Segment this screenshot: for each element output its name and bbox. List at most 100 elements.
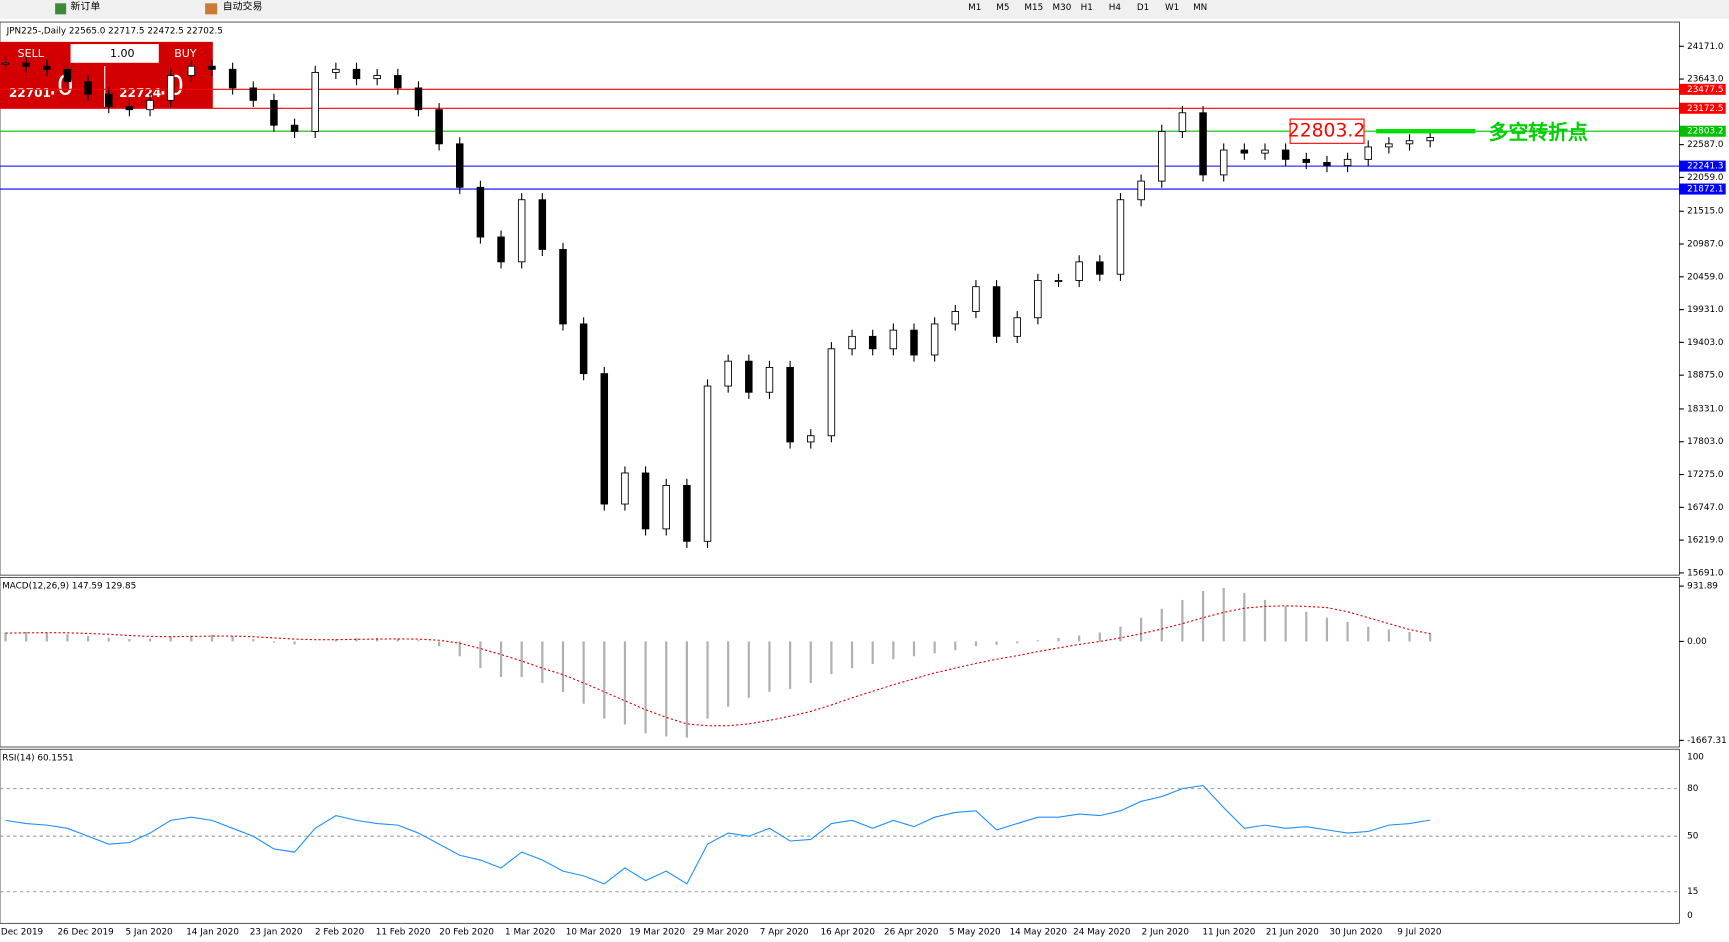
- candle: [270, 99, 278, 126]
- x-tick-label: 20 Feb 2020: [439, 928, 494, 938]
- x-tick-label: 10 Mar 2020: [566, 928, 622, 938]
- icon: [55, 3, 67, 15]
- candle: [1426, 137, 1434, 142]
- rsi-pane: [0, 748, 1680, 924]
- candle: [1158, 130, 1166, 182]
- candle: [22, 62, 30, 67]
- candle: [745, 360, 753, 393]
- candle: [166, 75, 175, 101]
- y-tick-label: 20987.0: [1687, 240, 1724, 250]
- x-tick-label: 21 Jun 2020: [1266, 928, 1319, 938]
- candle: [579, 323, 588, 375]
- candle: [1261, 149, 1269, 154]
- candle: [683, 484, 691, 542]
- level-tag: [1679, 83, 1726, 95]
- candle: [497, 236, 505, 263]
- rsi-tick-label: 100: [1687, 752, 1704, 762]
- lot-box[interactable]: [70, 44, 159, 63]
- candle: [1343, 158, 1352, 167]
- level-label: 21872.1: [1687, 185, 1723, 195]
- candle: [43, 65, 51, 70]
- y-tick-label: 20459.0: [1687, 272, 1724, 282]
- buy-button[interactable]: BUY: [174, 47, 197, 60]
- y-tick-label: 18331.0: [1687, 404, 1724, 414]
- timeframe[interactable]: W1: [1165, 3, 1179, 13]
- candle: [1054, 280, 1063, 283]
- x-tick-label: 2 Jun 2020: [1142, 928, 1190, 938]
- timeframe[interactable]: H4: [1109, 3, 1122, 13]
- candle: [786, 366, 794, 443]
- x-tick-label: 14 May 2020: [1010, 928, 1068, 938]
- candle: [621, 472, 629, 505]
- x-tick-label: 19 Mar 2020: [629, 928, 685, 938]
- candle: [1240, 149, 1249, 154]
- level-tag: [1679, 160, 1726, 172]
- candle: [1302, 158, 1311, 163]
- candle: [930, 323, 939, 356]
- candle: [827, 348, 836, 437]
- toolbar: [0, 0, 1729, 19]
- candle: [662, 484, 670, 530]
- level-tag: [1679, 125, 1726, 137]
- candle: [1096, 261, 1104, 275]
- x-tick-label: Dec 2019: [1, 928, 43, 938]
- candle: [1, 62, 10, 65]
- candle: [703, 385, 712, 542]
- macd-signal: [5, 605, 1431, 727]
- candle: [332, 68, 340, 73]
- candle: [1405, 140, 1414, 145]
- x-tick-label: 7 Apr 2020: [760, 928, 809, 938]
- timeframe[interactable]: D1: [1137, 3, 1149, 13]
- y-tick-label: 22587.0: [1687, 140, 1724, 150]
- timeframe[interactable]: M15: [1024, 3, 1043, 13]
- y-tick-label: 16219.0: [1687, 536, 1724, 546]
- level-label: 22241.3: [1687, 162, 1723, 172]
- candle: [311, 71, 319, 132]
- timeframe[interactable]: MN: [1193, 3, 1207, 13]
- candle: [146, 99, 154, 111]
- timeframe[interactable]: H1: [1081, 3, 1093, 13]
- timeframe[interactable]: M5: [996, 3, 1009, 13]
- y-tick-label: 22059.0: [1687, 173, 1724, 183]
- candle: [456, 143, 464, 188]
- candle: [105, 93, 113, 108]
- macd-tick-label: -1667.31: [1687, 736, 1727, 746]
- sell-button[interactable]: SELL: [18, 47, 45, 60]
- candle: [972, 286, 980, 312]
- rsi-tick-label: 50: [1687, 832, 1699, 842]
- new-order[interactable]: 新订单: [71, 0, 101, 13]
- timeframe[interactable]: M30: [1053, 3, 1072, 13]
- macd-tick-label: 0.00: [1687, 637, 1707, 647]
- y-tick-label: 18875.0: [1687, 371, 1724, 381]
- lot: 1.00: [110, 47, 135, 60]
- annotation-bar: [1376, 129, 1476, 134]
- candle: [63, 68, 72, 83]
- y-tick-label: 17803.0: [1687, 437, 1724, 447]
- x-tick-label: 14 Jan 2020: [186, 928, 239, 938]
- y-tick-label: 23643.0: [1687, 75, 1724, 85]
- candle: [373, 75, 381, 80]
- auto-trade[interactable]: 自动交易: [223, 0, 263, 13]
- timeframe[interactable]: M1: [968, 3, 981, 13]
- y-tick-label: 16747.0: [1687, 503, 1724, 513]
- x-tick-label: 2 Feb 2020: [315, 928, 365, 938]
- annotation-text: 多空转折点: [1489, 121, 1588, 144]
- y-tick-label: 17275.0: [1687, 470, 1724, 480]
- annotation-box: [1289, 118, 1365, 144]
- x-tick-label: 26 Dec 2019: [57, 928, 113, 938]
- candle: [848, 335, 856, 350]
- candle: [1323, 162, 1331, 167]
- candle: [992, 286, 1001, 337]
- rsi-label: RSI(14) 60.1551: [2, 754, 74, 764]
- candle: [290, 124, 299, 132]
- x-tick-label: 5 May 2020: [949, 928, 1001, 938]
- x-tick-label: 24 May 2020: [1073, 928, 1131, 938]
- bid: 22701: [9, 86, 51, 100]
- candle: [765, 366, 774, 393]
- candle: [951, 311, 960, 325]
- x-tick-label: 5 Jan 2020: [126, 928, 174, 938]
- candle: [84, 81, 92, 95]
- candle: [125, 106, 134, 111]
